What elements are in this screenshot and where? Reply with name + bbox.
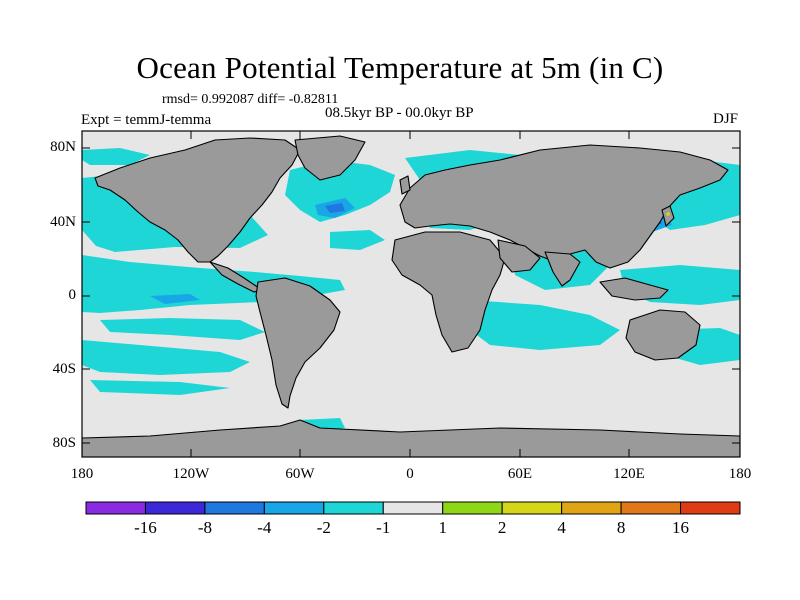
axis-ticks (82, 131, 740, 457)
lat-tick-0: 0 (68, 287, 77, 303)
colorbar-box-2 (204, 501, 265, 515)
period-label: 08.5kyr BP - 00.0kyr BP (325, 105, 474, 121)
colorbar-label: -4 (257, 518, 272, 537)
land-eurasia (399, 144, 729, 269)
colorbar-box-1 (144, 501, 206, 515)
colorbar-box-3 (263, 501, 325, 515)
colorbar-label: 4 (557, 518, 566, 537)
land-africa (391, 231, 506, 353)
lon-tick-180w: 180 (70, 466, 94, 482)
lat-tick-80n: 80N (50, 139, 76, 155)
land-arabia (497, 239, 541, 273)
lat-tick-80s: 80S (52, 435, 76, 451)
land-masses (82, 135, 740, 457)
land-antarctica (82, 419, 740, 457)
experiment-label: Expt = temmJ-temma (81, 112, 212, 128)
colorbar-label: -8 (197, 518, 212, 537)
anomaly-warm-spot (666, 212, 670, 216)
colorbar-box-9 (620, 501, 682, 515)
map-frame (81, 130, 741, 458)
colorbar-box-10 (680, 501, 741, 515)
colorbar-box-4 (323, 501, 384, 515)
land-north-america (94, 137, 301, 263)
lon-tick-60w: 60W (285, 466, 315, 482)
lat-tick-40n: 40N (50, 214, 76, 230)
colorbar-box-0 (85, 501, 146, 515)
land-south-america (255, 277, 341, 409)
colorbar-label: 16 (672, 518, 690, 537)
land-japan (661, 205, 675, 227)
colorbar-box-6 (442, 501, 503, 515)
land-greenland (294, 135, 366, 181)
colorbar-label: -2 (316, 518, 331, 537)
lon-tick-120e: 120E (613, 466, 645, 482)
colorbar-label: 1 (438, 518, 447, 537)
plot-title: Ocean Potential Temperature at 5m (in C) (136, 50, 664, 85)
lat-tick-40s: 40S (52, 361, 76, 377)
colorbar (85, 501, 741, 515)
lon-tick-180e: 180 (728, 466, 752, 482)
lon-tick-120w: 120W (172, 466, 210, 482)
colorbar-label: 2 (497, 518, 507, 537)
land-india (544, 251, 581, 287)
colorbar-box-8 (561, 501, 622, 515)
land-australia (625, 309, 701, 361)
stats-line: rmsd= 0.992087 diff= -0.82811 (162, 92, 339, 107)
lon-tick-60e: 60E (507, 466, 533, 482)
colorbar-label: -16 (134, 518, 157, 537)
colorbar-label: 8 (616, 518, 626, 537)
colorbar-box-5 (382, 501, 444, 515)
colorbar-label: -1 (376, 518, 391, 537)
land-uk (399, 175, 411, 195)
land-southeast-asia (599, 277, 669, 301)
lon-tick-0: 0 (406, 466, 414, 482)
season-label: DJF (712, 111, 738, 127)
colorbar-box-7 (501, 501, 563, 515)
